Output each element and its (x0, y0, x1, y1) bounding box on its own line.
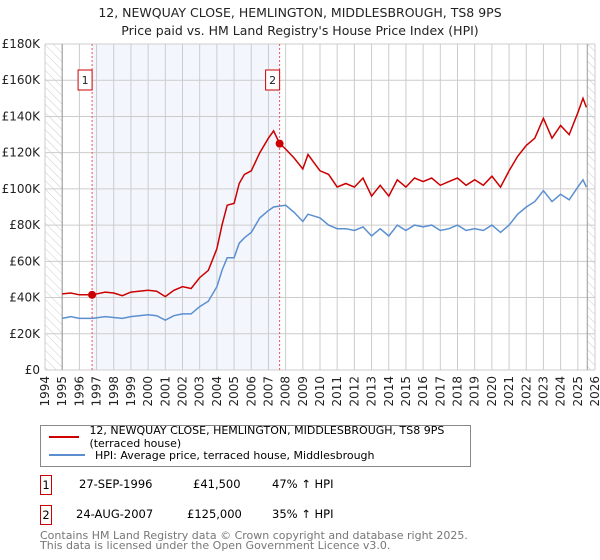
footer-line-2: This data is licensed under the Open Gov… (40, 539, 391, 552)
footer: Contains HM Land Registry data © Crown c… (40, 529, 468, 552)
sale-point (275, 139, 284, 148)
sale-point (88, 290, 97, 299)
legend: 12, NEWQUAY CLOSE, HEMLINGTON, MIDDLESBR… (40, 424, 471, 467)
y-tick-label: £60K (9, 254, 41, 268)
x-tick-label: 2009 (296, 376, 310, 407)
x-tick-label: 2003 (193, 376, 207, 407)
x-tick-label: 2021 (502, 376, 516, 407)
y-tick-label: £120K (2, 146, 42, 160)
y-tick-label: £180K (2, 37, 42, 51)
sale-price: £41,500 (193, 477, 241, 491)
sale-label-box (265, 69, 281, 91)
hatched-region-right (587, 44, 595, 370)
hatched-region-left (45, 44, 63, 370)
property-price-line (62, 96, 588, 298)
legend-swatch-blue (49, 454, 85, 456)
x-tick-label: 2015 (399, 376, 413, 407)
x-tick-label: 1996 (72, 376, 86, 407)
x-tick-label: 2014 (382, 376, 396, 407)
y-tick-label: £40K (9, 291, 41, 305)
x-tick-label: 2002 (176, 376, 190, 407)
x-tick-label: 2010 (313, 376, 327, 407)
x-tick-label: 2013 (365, 376, 379, 407)
x-tick-label: 1995 (55, 376, 69, 407)
x-tick-label: 2022 (519, 376, 533, 407)
title-line-1: 12, NEWQUAY CLOSE, HEMLINGTON, MIDDLESBR… (98, 5, 502, 20)
x-tick-label: 1997 (90, 376, 104, 407)
x-tick-label: 2005 (227, 376, 241, 407)
y-tick-label: £80K (9, 218, 41, 232)
sale-label-box (77, 69, 93, 91)
x-tick-label: 2008 (279, 376, 293, 407)
chart-title: 12, NEWQUAY CLOSE, HEMLINGTON, MIDDLESBR… (0, 4, 600, 40)
sale-label: 1 (82, 74, 89, 87)
x-tick-label: 2012 (347, 376, 361, 407)
x-tick-label: 2007 (261, 376, 275, 407)
x-tick-label: 2004 (210, 376, 224, 407)
legend-item-hpi: HPI: Average price, terraced house, Midd… (49, 447, 375, 463)
legend-swatch-red (49, 436, 80, 438)
sale-price: £125,000 (187, 507, 242, 521)
ownership-shading (92, 44, 280, 370)
sale-date: 24-AUG-2007 (76, 507, 154, 521)
title-line-2: Price paid vs. HM Land Registry's House … (121, 23, 479, 38)
x-tick-label: 2024 (554, 376, 568, 407)
sale-date: 27-SEP-1996 (79, 477, 153, 491)
x-tick-label: 1994 (38, 376, 52, 407)
sale-hpi: 47% ↑ HPI (272, 477, 334, 491)
x-tick-label: 2016 (416, 376, 430, 407)
y-tick-label: £0 (25, 363, 40, 377)
sale-marker-badge: 2 (40, 505, 52, 525)
y-tick-label: £20K (9, 327, 41, 341)
x-tick-label: 1998 (107, 376, 121, 407)
x-tick-label: 2019 (468, 376, 482, 407)
x-tick-label: 2025 (571, 376, 585, 407)
footer-line-1: Contains HM Land Registry data © Crown c… (40, 529, 468, 542)
y-tick-label: £160K (2, 73, 42, 87)
x-tick-label: 2020 (485, 376, 499, 407)
x-tick-label: 2018 (451, 376, 465, 407)
x-tick-label: 2017 (433, 376, 447, 407)
y-tick-label: £140K (2, 109, 42, 123)
legend-item-property: 12, NEWQUAY CLOSE, HEMLINGTON, MIDDLESBR… (49, 424, 470, 450)
x-tick-label: 2001 (158, 376, 172, 407)
x-tick-label: 1999 (124, 376, 138, 407)
x-tick-label: 2026 (588, 376, 600, 407)
legend-label: HPI: Average price, terraced house, Midd… (95, 448, 375, 462)
sale-label: 2 (269, 74, 276, 87)
y-tick-label: £100K (2, 182, 42, 196)
sale-marker-badge: 1 (40, 475, 52, 495)
x-tick-label: 2000 (141, 376, 155, 407)
legend-label: 12, NEWQUAY CLOSE, HEMLINGTON, MIDDLESBR… (89, 424, 445, 450)
x-tick-label: 2006 (244, 376, 258, 407)
hpi-line (62, 178, 588, 322)
sale-hpi: 35% ↑ HPI (272, 507, 334, 521)
x-tick-label: 2023 (536, 376, 550, 407)
x-tick-label: 2011 (330, 376, 344, 407)
